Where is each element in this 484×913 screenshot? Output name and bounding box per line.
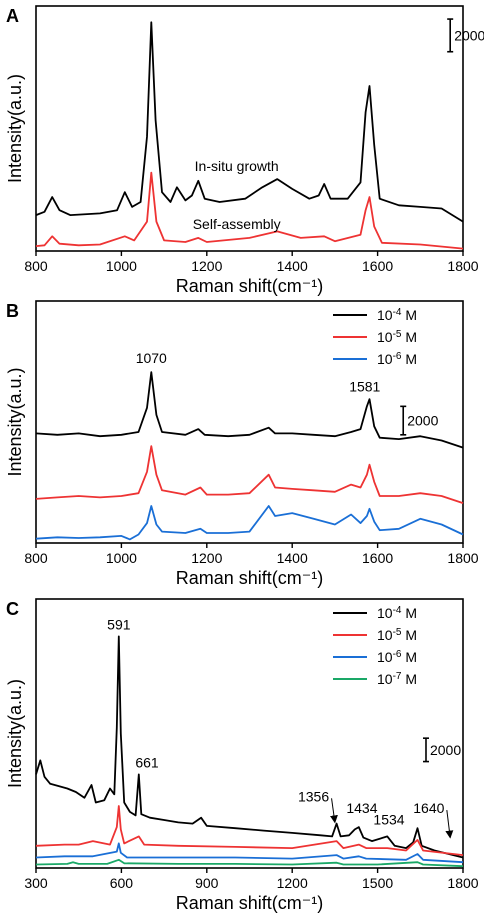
series-line-4: [35, 858, 464, 868]
plot-frame: [35, 300, 464, 544]
x-tick-label: 1200: [191, 258, 222, 274]
legend-label: 10-5 M: [377, 329, 417, 346]
x-axis-title: Raman shift(cm⁻¹): [176, 276, 324, 296]
plot-frame: [35, 5, 464, 252]
panel-B: B 800 1000 1200 1400 1600 1800 Raman shift(cm⁻¹…: [5, 300, 479, 588]
peak-annotation: 591: [107, 616, 131, 632]
x-tick-label: 900: [195, 875, 219, 891]
series-line-2: [35, 171, 464, 250]
series-line-3: [35, 842, 464, 864]
series-line-2: [35, 445, 464, 504]
panel-letter: C: [6, 599, 19, 619]
annotation-arrow: [329, 798, 338, 824]
x-tick-label: 1800: [447, 875, 478, 891]
peak-annotation: 1356: [298, 788, 329, 804]
y-axis-title: Intensity(a.u.): [5, 679, 25, 788]
peak-annotation: 1434: [346, 800, 377, 816]
legend-label: 10-6 M: [377, 351, 417, 368]
legend-label: 10-4 M: [377, 307, 417, 324]
scale-bar-label: 2000: [407, 413, 438, 429]
panel-A: A 800 1000 1200 1400 1600 1800 Raman shift(cm⁻¹…: [5, 5, 484, 296]
x-tick-label: 1400: [277, 550, 308, 566]
legend-label: 10-5 M: [377, 627, 417, 644]
x-tick-label: 600: [110, 875, 134, 891]
peak-annotation: 1070: [136, 350, 167, 366]
series-line-1: [35, 635, 464, 859]
peak-annotation: 1640: [413, 800, 444, 816]
legend-label: 10-7 M: [377, 671, 417, 688]
x-tick-label: 800: [24, 258, 48, 274]
x-tick-label: 300: [24, 875, 48, 891]
series-line-1: [35, 371, 464, 449]
x-tick-label: 1000: [106, 550, 137, 566]
x-tick-label: 1800: [447, 550, 478, 566]
x-tick-label: 1600: [362, 550, 393, 566]
legend-label: 10-6 M: [377, 649, 417, 666]
x-axis-title: Raman shift(cm⁻¹): [176, 893, 324, 913]
series-line-1: [35, 21, 464, 223]
peak-annotation: 661: [135, 754, 159, 770]
x-tick-label: 1000: [106, 258, 137, 274]
annotation-arrow: [445, 809, 454, 839]
x-tick-label: 1200: [191, 550, 222, 566]
series-line-2: [35, 805, 464, 856]
x-tick-label: 800: [24, 550, 48, 566]
scale-bar-label: 2000: [430, 742, 461, 758]
x-tick-label: 1600: [362, 258, 393, 274]
peak-annotation: 1581: [349, 378, 380, 394]
scale-bar-label: 2000: [454, 27, 484, 43]
peak-annotation: 1534: [373, 812, 404, 828]
panel-letter: B: [6, 301, 19, 321]
x-tick-label: 1200: [277, 875, 308, 891]
x-tick-label: 1500: [362, 875, 393, 891]
plot-frame: [35, 598, 464, 869]
panel-C: C 300 600 900 1200 1500 1800 Raman shift(cm⁻¹) I…: [5, 598, 479, 913]
peak-annotation: In-situ growth: [195, 158, 279, 174]
legend-label: 10-4 M: [377, 605, 417, 622]
y-axis-title: Intensity(a.u.): [5, 367, 25, 476]
x-axis-title: Raman shift(cm⁻¹): [176, 568, 324, 588]
peak-annotation: Self-assembly: [193, 216, 281, 232]
x-tick-label: 1400: [277, 258, 308, 274]
panel-letter: A: [6, 6, 19, 26]
x-tick-label: 1800: [447, 258, 478, 274]
series-line-3: [35, 505, 464, 541]
y-axis-title: Intensity(a.u.): [5, 74, 25, 183]
